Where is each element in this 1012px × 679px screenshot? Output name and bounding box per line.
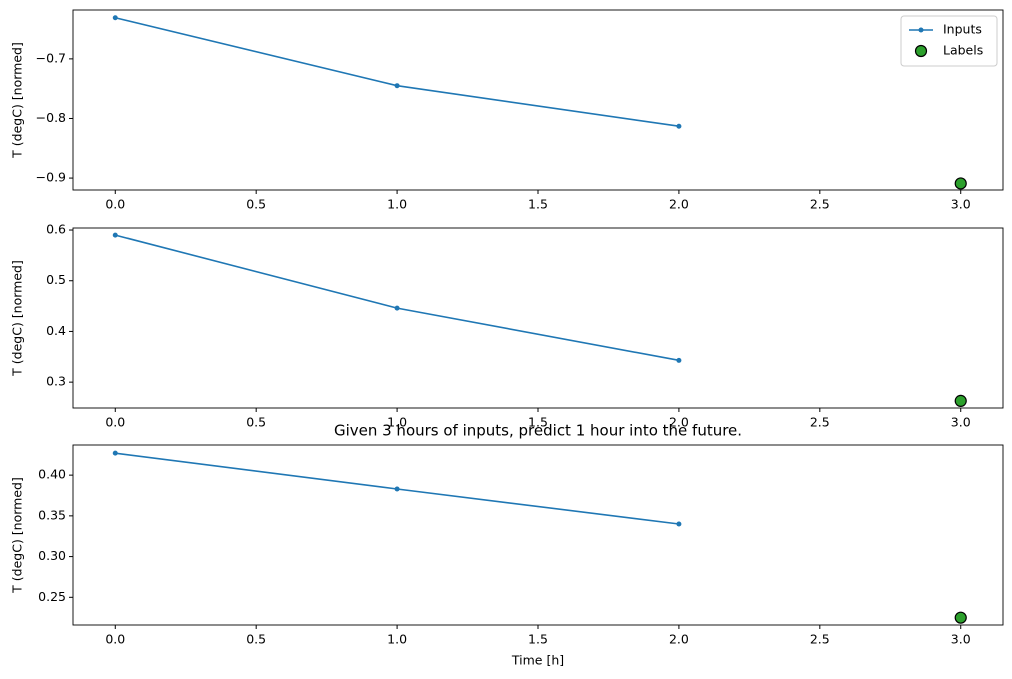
legend-swatch-dot	[918, 27, 924, 33]
x-tick-label: 1.5	[528, 632, 548, 647]
x-tick-label: 2.5	[810, 197, 830, 212]
x-tick-label: 2.5	[810, 415, 830, 430]
y-axis-label: T (degC) [normed]	[10, 477, 25, 594]
x-tick-label: 0.0	[105, 415, 125, 430]
x-axis-label: Time [h]	[511, 653, 564, 668]
x-tick-label: 2.0	[669, 632, 689, 647]
input-point	[676, 521, 682, 527]
input-point	[112, 232, 118, 238]
y-tick-label: −0.8	[36, 110, 66, 125]
y-tick-label: 0.3	[46, 374, 66, 389]
y-tick-label: 0.5	[46, 272, 66, 287]
y-tick-label: 0.25	[38, 589, 66, 604]
label-point	[954, 394, 967, 408]
y-tick-label: 0.40	[38, 467, 66, 482]
y-tick-label: −0.9	[36, 170, 66, 185]
axes-frame	[72, 227, 1004, 409]
y-tick-label: 0.6	[46, 222, 66, 237]
y-tick-label: 0.30	[38, 548, 66, 563]
legend: Inputs Labels	[900, 15, 998, 67]
axes-frame	[72, 444, 1004, 626]
input-point	[112, 15, 118, 21]
x-tick-label: 1.0	[387, 415, 407, 430]
x-tick-label: 1.5	[528, 197, 548, 212]
x-tick-label: 3.0	[951, 197, 971, 212]
input-point	[394, 305, 400, 311]
x-tick-label: 0.5	[246, 197, 266, 212]
legend-label: Inputs	[943, 22, 982, 37]
input-line	[115, 16, 680, 128]
chart-title: Given 3 hours of inputs, predict 1 hour …	[334, 422, 742, 440]
legend-swatch	[914, 44, 928, 58]
y-tick-label: 0.35	[38, 507, 66, 522]
input-point	[112, 450, 118, 456]
x-tick-label: 2.5	[810, 632, 830, 647]
x-tick-label: 3.0	[951, 632, 971, 647]
x-tick-label: 2.0	[669, 197, 689, 212]
subplot: 0.0 0.5 1.0 1.5 2.0 2.5 3.0 0.25 0.30 0.35 0.40 T (…	[10, 422, 1004, 668]
subplot: 0.0 0.5 1.0 1.5 2.0 2.5 3.0 −0.9 −0.8 −0.7 T (degC…	[10, 9, 1004, 212]
axes-frame	[72, 9, 1004, 191]
legend-label: Labels	[943, 43, 983, 58]
x-tick-label: 0.0	[105, 197, 125, 212]
x-tick-label: 0.0	[105, 632, 125, 647]
x-tick-label: 2.0	[669, 415, 689, 430]
y-axis-label: T (degC) [normed]	[10, 260, 25, 377]
subplot: 0.0 0.5 1.0 1.5 2.0 2.5 3.0 0.3 0.4 0.5 0.6 T (degC…	[10, 222, 1004, 430]
y-tick-label: −0.7	[36, 50, 66, 65]
label-point	[954, 611, 967, 624]
input-point	[676, 357, 682, 363]
input-point	[394, 83, 400, 89]
y-tick-label: 0.4	[46, 323, 66, 338]
y-axis-label: T (degC) [normed]	[10, 42, 25, 159]
input-point	[676, 123, 682, 129]
x-tick-label: 1.0	[387, 632, 407, 647]
x-tick-label: 1.5	[528, 415, 548, 430]
label-point	[954, 177, 967, 190]
input-line	[115, 234, 680, 362]
x-tick-label: 1.0	[387, 197, 407, 212]
x-tick-label: 0.5	[246, 632, 266, 647]
input-point	[394, 486, 400, 492]
x-tick-label: 0.5	[246, 415, 266, 430]
x-tick-label: 3.0	[951, 415, 971, 430]
